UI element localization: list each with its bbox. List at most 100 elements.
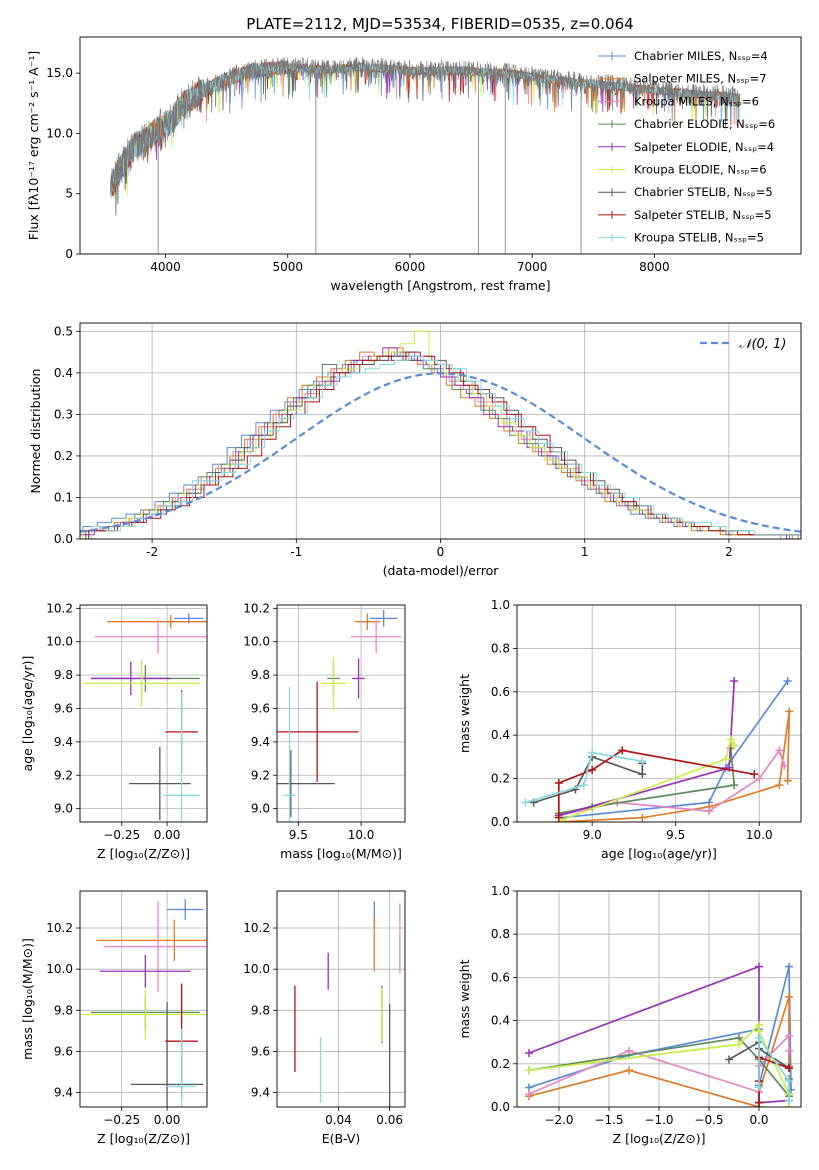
x-tick-label: −0.5 — [694, 1113, 723, 1127]
errorbar-point — [99, 954, 191, 988]
y-tick-label: 5 — [65, 187, 73, 201]
y-tick-label: 0.2 — [491, 1057, 510, 1071]
x-tick-label: 9.5 — [666, 828, 685, 842]
y-tick-label: 9.2 — [251, 768, 270, 782]
weight-line-kroupa-stelib — [525, 751, 643, 804]
y-tick-label: 0.6 — [491, 685, 510, 699]
y-tick-label: 0.5 — [54, 324, 73, 338]
legend-label: Kroupa ELODIE, Nₛₛₚ=6 — [634, 163, 767, 177]
weight-marker — [755, 962, 763, 971]
histogram-chabrier-stelib — [85, 355, 801, 539]
y-tick-label: 9.8 — [54, 1003, 73, 1017]
y-tick-label: 1.0 — [491, 598, 510, 612]
spectrum-frame: 4000 5000 6000 7000 8000 0 5 10.0 15.0 wavelength… — [26, 36, 802, 293]
y-axis-label: Flux [fλ10⁻¹⁷ erg cm⁻² s⁻¹ A⁻¹] — [26, 51, 41, 240]
errorbar-point — [83, 660, 200, 707]
y-tick-label: 0.6 — [491, 970, 510, 984]
legend-label: Chabrier MILES, Nₛₛₚ=4 — [634, 49, 768, 63]
y-tick-label: 0.0 — [54, 532, 73, 546]
ebv-plot-area — [294, 901, 401, 1107]
errorbar-point — [163, 691, 200, 822]
axes-frame — [516, 604, 802, 823]
y-tick-label: 10.2 — [243, 601, 270, 615]
age_vs_Z-frame: −0.25 0.00 9.0 9.2 9.4 9.6 9.8 10.0 10.2 Z [log₁₀… — [20, 601, 208, 861]
weight-marker — [588, 765, 597, 774]
y-tick-label: 0.8 — [491, 641, 510, 655]
y-tick-label: 9.8 — [251, 1003, 270, 1017]
errorbar-point — [277, 750, 335, 817]
weight-marker — [730, 676, 739, 685]
x-tick-label: 10.0 — [348, 828, 375, 842]
axes-frame — [276, 604, 406, 823]
axes-frame — [276, 890, 406, 1108]
weight-marker — [625, 1066, 633, 1075]
weight-marker — [735, 1040, 743, 1049]
figure-title: PLATE=2112, MJD=53534, FIBERID=0535, z=0… — [246, 15, 633, 33]
weight-marker — [755, 1098, 763, 1107]
weight-marker — [755, 1033, 763, 1042]
x-tick-label: 2 — [725, 545, 733, 559]
weight-marker — [785, 962, 793, 971]
weight-line-kroupa-elodie — [561, 737, 735, 821]
y-tick-label: 1.0 — [491, 884, 510, 898]
weight-marker — [755, 1083, 763, 1092]
weight-marker — [775, 781, 784, 790]
age_vs_mass-axes — [277, 605, 405, 822]
weight_vs_age-axes — [517, 604, 801, 823]
age_vs_mass-frame: 9.5 10.0 9.0 9.2 9.4 9.6 9.8 10.0 10.2 mass [log₁… — [243, 601, 406, 861]
x-tick-label: 4000 — [150, 260, 181, 274]
legend-label: Salpeter STELIB, Nₛₛₚ=5 — [634, 208, 772, 222]
weight-marker — [785, 1046, 793, 1055]
axes-frame — [79, 890, 208, 1108]
weight-marker — [775, 746, 784, 755]
y-tick-label: 0.0 — [491, 1100, 510, 1114]
y-tick-label: 9.4 — [251, 735, 270, 749]
y-axis-label: mass [log₁₀(M/M⊙)] — [20, 938, 35, 1060]
weight-marker — [730, 781, 739, 790]
x-tick-label: 9.5 — [289, 828, 308, 842]
weight-marker — [721, 755, 730, 764]
legend-label: Chabrier ELODIE, Nₛₛₚ=6 — [634, 117, 775, 131]
x-tick-label: −0.25 — [103, 828, 140, 842]
y-tick-label: 9.6 — [251, 701, 270, 715]
y-tick-label: 10.0 — [46, 962, 73, 976]
errorbar-point — [167, 1028, 197, 1107]
weight-marker — [726, 735, 735, 744]
x-tick-label: −1.0 — [644, 1113, 673, 1127]
y-tick-label: 9.4 — [54, 1086, 73, 1100]
errorbar-point — [107, 615, 207, 629]
y-tick-label: 0.8 — [491, 927, 510, 941]
weight-marker — [625, 1046, 633, 1055]
x-axis-label: Z [log₁₀(Z/Z⊙)] — [613, 1131, 706, 1146]
legend-label: Chabrier STELIB, Nₛₛₚ=5 — [634, 185, 773, 199]
x-tick-label: 9.0 — [583, 828, 602, 842]
mass_vs_Z-frame: −0.25 0.00 9.4 9.6 9.8 10.0 10.2 Z [log₁₀(Z/Z⊙)… — [20, 890, 208, 1146]
weight-marker — [785, 1096, 793, 1105]
y-tick-label: 9.4 — [54, 735, 73, 749]
weight-marker — [705, 807, 714, 816]
y-axis-label: mass weight — [457, 674, 472, 753]
y-tick-label: 9.8 — [251, 668, 270, 682]
x-axis-label: E(B-V) — [322, 1131, 361, 1146]
gaussian-curve — [80, 372, 801, 533]
weight_vs_Z-frame: −2.0 −1.5 −1.0 −0.5 0.0 0.0 0.2 0.4 0.6 0.8 1.0 Z [… — [457, 884, 802, 1146]
y-tick-label: 0.0 — [491, 815, 510, 829]
errorbar-point — [81, 989, 207, 1040]
age_vs_mass-plot-area — [277, 610, 402, 822]
errorbar-point — [167, 899, 204, 920]
weight-marker — [618, 746, 627, 755]
weight_vs_age-frame: 9.0 9.5 10.0 0.0 0.2 0.4 0.6 0.8 1.0 age [log₁₀(a… — [457, 598, 802, 861]
weight-marker — [725, 1055, 733, 1064]
weight-marker — [554, 778, 563, 787]
weight-marker — [785, 1077, 793, 1086]
weight-line-kroupa-stelib — [758, 1035, 790, 1101]
x-axis-label: mass [log₁₀(M/M⊙)] — [280, 846, 402, 861]
x-tick-label: 0 — [437, 545, 445, 559]
weight-marker — [638, 757, 647, 766]
weight-marker — [554, 813, 563, 822]
y-tick-label: 9.8 — [54, 668, 73, 682]
y-tick-label: 10.2 — [243, 921, 270, 935]
x-tick-label: −0.25 — [103, 1113, 140, 1127]
weight-line-chabrier-miles — [562, 680, 789, 819]
